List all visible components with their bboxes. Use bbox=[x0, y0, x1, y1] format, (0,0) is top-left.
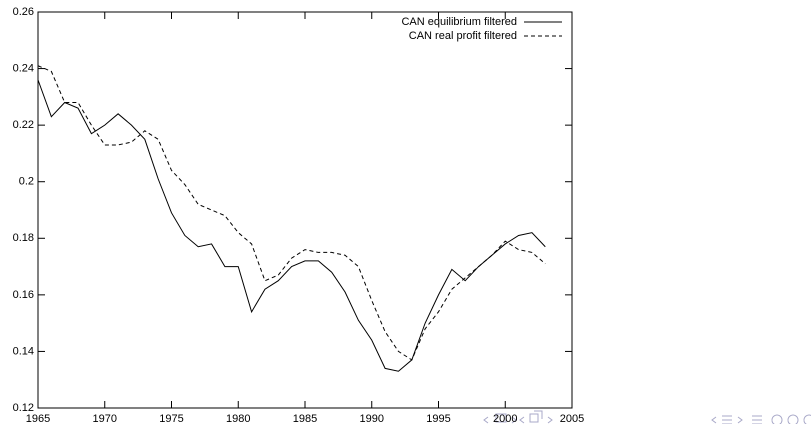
x-tick-label: 2005 bbox=[560, 413, 584, 424]
y-tick-label: 0.22 bbox=[13, 119, 34, 131]
y-tick-label: 0.2 bbox=[19, 176, 34, 188]
series-line bbox=[37, 65, 546, 361]
y-tick-label: 0.12 bbox=[13, 402, 34, 414]
x-tick-label: 1985 bbox=[293, 413, 317, 424]
x-tick-label: 1995 bbox=[426, 413, 450, 424]
x-tick-label: 2000 bbox=[493, 413, 517, 424]
y-tick-label: 0.14 bbox=[13, 345, 34, 357]
y-tick-label: 0.18 bbox=[13, 232, 34, 244]
x-tick-label: 1975 bbox=[159, 413, 183, 424]
y-tick-label: 0.24 bbox=[13, 62, 34, 74]
series-line bbox=[37, 79, 546, 372]
x-tick-label: 1970 bbox=[93, 413, 117, 424]
x-tick-label: 1990 bbox=[360, 413, 384, 424]
legend-label: CAN real profit filtered bbox=[409, 30, 517, 42]
x-tick-label: 1980 bbox=[226, 413, 250, 424]
y-tick-label: 0.16 bbox=[13, 289, 34, 301]
navigation-symbols[interactable] bbox=[483, 410, 811, 424]
x-tick-label: 1965 bbox=[26, 413, 50, 424]
y-tick-label: 0.26 bbox=[13, 6, 34, 18]
plot-frame bbox=[37, 11, 573, 409]
legend-label: CAN equilibrium filtered bbox=[401, 16, 517, 28]
